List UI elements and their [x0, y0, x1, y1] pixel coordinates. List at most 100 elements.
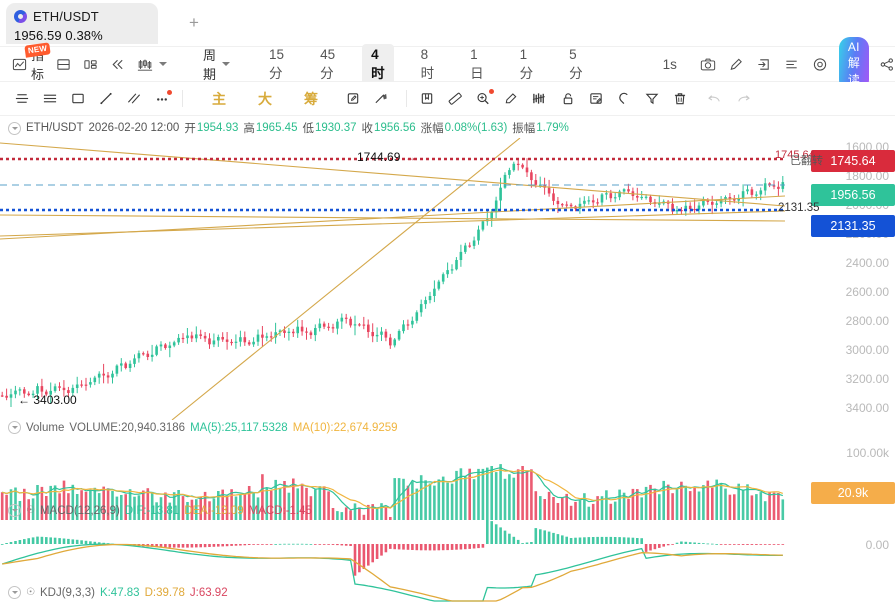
bookmark-button[interactable] [413, 86, 441, 112]
support-annot-value: 2131.35 [778, 202, 820, 214]
trash-button[interactable] [666, 86, 694, 112]
volume-axis-bottom: 0.00 [865, 538, 889, 552]
rectangle-icon [70, 91, 86, 106]
lock-button[interactable] [554, 86, 582, 112]
redo-button[interactable] [729, 86, 758, 112]
trend-line-button[interactable] [92, 86, 120, 112]
camera-button[interactable] [694, 51, 722, 77]
dots-more-button[interactable] [148, 86, 176, 112]
price-plot[interactable]: 1744.69 → ← 3403.00 [0, 138, 785, 420]
flipped-annotation: 已翻转 [790, 152, 823, 168]
single-layout-button[interactable] [50, 51, 77, 77]
kdj-j: J:63.92 [189, 586, 228, 599]
tab-symbol: ETH/USDT [33, 9, 99, 24]
last-price-pill[interactable]: 1956.56 [811, 184, 895, 206]
trendlines [0, 138, 785, 420]
main-force-tool[interactable]: 主 [212, 91, 226, 108]
multi-layout-button[interactable] [77, 51, 104, 77]
magnet-button[interactable] [610, 86, 638, 112]
period-1d[interactable]: 1日 [470, 46, 484, 81]
note-edit-button[interactable] [582, 86, 610, 112]
trash-icon [672, 91, 688, 106]
big-order-tool[interactable]: 大 [258, 91, 272, 108]
period-5m[interactable]: 5分 [569, 46, 583, 81]
candlestick-svg [0, 138, 785, 420]
axis-tick: 1800.00 [845, 169, 889, 183]
undo-icon [706, 91, 723, 106]
period-45m[interactable]: 45分 [320, 46, 336, 81]
wave-button[interactable] [525, 86, 554, 112]
rewind-button[interactable] [104, 51, 131, 77]
camera-icon [700, 57, 716, 72]
chevron-down-circle-icon[interactable] [8, 421, 21, 434]
resistance-price-pill[interactable]: 1745.64 [811, 150, 895, 172]
indicator-button[interactable]: 指标 NEW [6, 42, 51, 82]
tab-price: 1956.59 [14, 28, 62, 43]
chip-tool[interactable]: 筹 [304, 91, 318, 108]
kdj-title: KDJ(9,3,3) [39, 586, 95, 599]
plus-icon[interactable]: + [189, 13, 199, 32]
candle-style-button[interactable] [131, 51, 173, 77]
notification-dot-icon [489, 88, 494, 94]
period-15m[interactable]: 15分 [269, 46, 285, 81]
note-edit-icon [588, 91, 604, 106]
macd-svg [0, 520, 785, 602]
pen-button[interactable] [722, 51, 750, 77]
volume-axis-top: 100.00k [846, 446, 889, 460]
export-button[interactable] [750, 51, 778, 77]
left-low-label: 3403.00 [33, 393, 77, 407]
axis-tick: 2400.00 [845, 256, 889, 270]
kdj-d: D:39.78 [144, 586, 185, 599]
chart-area[interactable]: 1744.69 → ← 3403.00 1600.00 1800.00 2000… [0, 138, 895, 608]
volume-header: Volume VOLUME:20,940.3186 MA(5):25,117.5… [0, 421, 403, 434]
chevron-down-circle-icon[interactable] [8, 504, 21, 517]
candlestick-style-icon [137, 57, 153, 72]
price-axis[interactable]: 1600.00 1800.00 2000.00 2200.00 2400.00 … [785, 138, 895, 608]
chevron-down-circle-icon[interactable] [8, 586, 21, 599]
support-price-pill[interactable]: 2131.35 [811, 215, 895, 237]
period-4h[interactable]: 4时 [362, 43, 394, 85]
list-settings-button[interactable] [778, 51, 806, 77]
rewind-icon [110, 57, 125, 72]
refresh-rate[interactable]: 1s [662, 56, 677, 72]
new-badge: NEW [24, 42, 51, 58]
zoom-search-button[interactable] [469, 86, 497, 112]
volume-plot[interactable] [0, 436, 785, 520]
ruler-button[interactable] [441, 86, 469, 112]
period-8h[interactable]: 8时 [420, 46, 435, 81]
volume-value: VOLUME:20,940.3186 [69, 421, 186, 434]
bookmark-icon [419, 91, 435, 106]
zoom-search-icon [475, 91, 491, 106]
bell-icon[interactable]: ☉ [26, 505, 35, 516]
ruler-icon [447, 91, 463, 106]
period-1m[interactable]: 1分 [519, 46, 534, 81]
rectangle-button[interactable] [64, 86, 92, 112]
list-settings-icon [784, 57, 800, 72]
bell-icon[interactable]: ☉ [26, 587, 35, 598]
target-button[interactable] [806, 51, 834, 77]
volume-current-pill[interactable]: 20.9k [811, 482, 895, 504]
align-lines-button[interactable] [8, 86, 36, 112]
parallel-lines-button[interactable] [120, 86, 148, 112]
change-label: 涨幅 [420, 123, 444, 135]
share-button[interactable] [873, 51, 895, 77]
period-dropdown[interactable]: 周期 [197, 48, 236, 82]
undo-button[interactable] [700, 86, 729, 112]
single-layout-icon [56, 57, 71, 72]
axis-tick: 2600.00 [845, 285, 889, 299]
axis-tick: 2800.00 [845, 314, 889, 328]
amplitude-label: 振幅 [512, 123, 536, 135]
copy-shape-button[interactable] [339, 86, 367, 112]
filter-icon [644, 91, 660, 106]
volume-svg [0, 464, 785, 520]
macd-plot[interactable] [0, 520, 785, 602]
filter-button[interactable] [638, 86, 666, 112]
horizontal-lines-button[interactable] [36, 86, 64, 112]
eraser-button[interactable] [497, 86, 525, 112]
close-value: 1956.56 [374, 122, 416, 134]
brush-button[interactable] [367, 86, 396, 112]
chevron-down-circle-icon[interactable] [8, 121, 21, 135]
tab-eth-usdt[interactable]: ETH/USDT 1956.59 0.38% [6, 3, 158, 44]
copy-shape-icon [345, 91, 361, 106]
change-value: 0.08%(1.63) [444, 122, 508, 134]
